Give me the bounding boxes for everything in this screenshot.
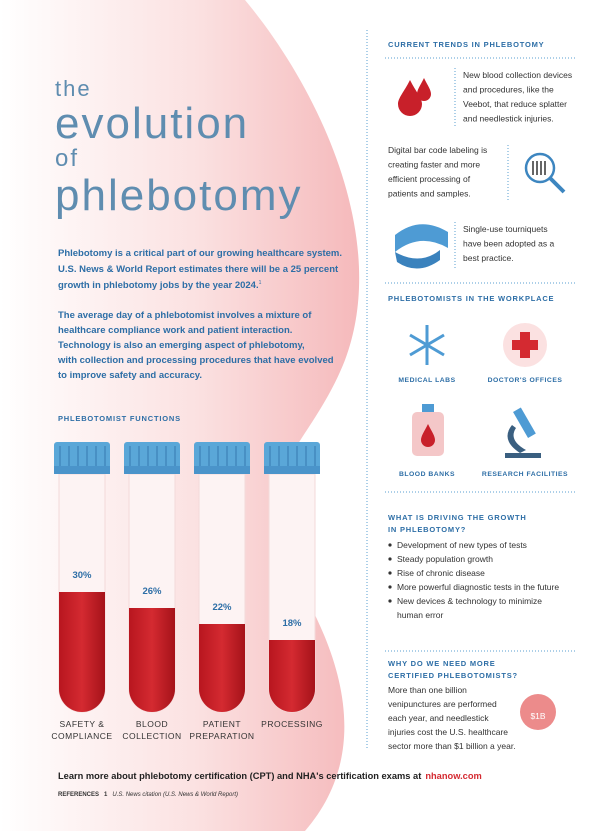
trend-text: Digital bar code labeling is	[388, 145, 487, 155]
intro-text: growth in phlebotomy jobs by the year 20…	[58, 280, 262, 291]
trend-text: and procedures, like the	[463, 85, 554, 95]
microscope-icon	[505, 407, 541, 458]
intro-text: with collection and processing procedure…	[57, 355, 334, 366]
tube-fill	[129, 608, 175, 712]
footer-cta: Learn more about phlebotomy certificatio…	[58, 771, 482, 781]
cross-icon	[503, 323, 547, 367]
trend-text: Single-use tourniquets	[463, 224, 548, 234]
tube-label: COMPLIANCE	[51, 731, 112, 741]
bullet-text: Development of new types of tests	[397, 540, 527, 550]
references: REFERENCES 1 U.S. News citation (U.S. News…	[58, 792, 238, 798]
tube-rim	[194, 466, 250, 474]
bullet-text: New devices & technology to minimize	[397, 596, 542, 606]
section-heading: IN PHLEBOTOMY?	[388, 525, 466, 534]
title-line: evolution	[55, 99, 249, 148]
intro-text: The average day of a phlebotomist involv…	[58, 310, 312, 321]
section-heading: WHAT IS DRIVING THE GROWTH	[388, 513, 527, 522]
reference-number: 1	[104, 792, 108, 798]
tube-fill	[199, 624, 245, 712]
title-line: the	[55, 76, 92, 101]
title-line: phlebotomy	[55, 171, 302, 220]
blood-drops-icon	[398, 78, 431, 116]
barcode-icon	[524, 152, 566, 194]
tube-rim	[54, 466, 110, 474]
trend-text: patients and samples.	[388, 189, 471, 199]
money-icon	[520, 694, 556, 730]
workplace-label: MEDICAL LABS	[398, 377, 455, 384]
blood-bag-icon	[412, 404, 444, 456]
tube-label: BLOOD	[136, 719, 168, 729]
section-heading: CERTIFIED PHLEBOTOMISTS?	[388, 671, 518, 680]
workplace-label: RESEARCH FACILITIES	[482, 471, 568, 478]
tube-rim	[124, 466, 180, 474]
value-label: 30%	[72, 570, 92, 581]
bullet-text: Rise of chronic disease	[397, 568, 485, 578]
need-text: each year, and needlestick	[388, 713, 489, 723]
intro-text: healthcare compliance work and patient i…	[58, 325, 292, 336]
bullet	[388, 557, 392, 561]
section-heading: PHLEBOTOMIST FUNCTIONS	[58, 414, 181, 423]
bullet	[388, 543, 392, 547]
tube-label: SAFETY &	[60, 719, 105, 729]
trend-text: efficient processing of	[388, 174, 471, 184]
need-text: venipunctures are performed	[388, 699, 497, 709]
intro-text: Technology is also an emerging aspect of…	[58, 340, 305, 351]
value-label: 22%	[212, 602, 232, 613]
bullet	[388, 571, 392, 575]
section-heading: CURRENT TRENDS IN PHLEBOTOMY	[388, 40, 544, 49]
tube-label: PROCESSING	[261, 719, 323, 729]
intro-text: U.S. News & World Report estimates there…	[58, 264, 339, 275]
need-text: sector more than $1 billion a year.	[388, 741, 516, 751]
tube-fill	[269, 640, 315, 712]
references-label: REFERENCES	[58, 792, 99, 798]
need-text: More than one billion	[388, 685, 467, 695]
value-label: 18%	[282, 618, 302, 629]
trend-text: have been adopted as a	[463, 239, 554, 249]
trend-text: creating faster and more	[388, 160, 480, 170]
intro-text-span: growth in phlebotomy jobs by the year 20…	[58, 280, 259, 291]
icon-text: $1B	[530, 711, 545, 721]
bullet	[388, 585, 392, 589]
bullet	[388, 599, 392, 603]
section-heading: WHY DO WE NEED MORE	[388, 659, 496, 668]
cta-link: nhanow.com	[425, 771, 481, 781]
trend-text: best practice.	[463, 253, 514, 263]
tube-label: PREPARATION	[189, 731, 254, 741]
cta-text: Learn more about phlebotomy certificatio…	[58, 771, 421, 781]
workplace-label: DOCTOR'S OFFICES	[488, 377, 563, 384]
tube-label: PATIENT	[203, 719, 241, 729]
bullet-text: More powerful diagnostic tests in the fu…	[397, 582, 559, 592]
need-text: injuries cost the U.S. healthcare	[388, 727, 508, 737]
reference-text: U.S. News citation (U.S. News & World Re…	[112, 792, 238, 798]
tube-fill	[59, 592, 105, 712]
workplace-label: BLOOD BANKS	[399, 471, 455, 478]
bullet-text: Steady population growth	[397, 554, 493, 564]
tourniquet-icon	[395, 224, 448, 269]
section-heading: PHLEBOTOMISTS IN THE WORKPLACE	[388, 294, 554, 303]
footnote-ref: 1	[259, 280, 262, 286]
asterisk-icon	[409, 325, 445, 365]
trend-text: Veebot, that reduce splatter	[463, 99, 567, 109]
value-label: 26%	[142, 586, 162, 597]
trend-text: and needlestick injuries.	[463, 114, 554, 124]
title-line: of	[55, 145, 79, 172]
trend-text: New blood collection devices	[463, 70, 572, 80]
bullet-text: human error	[397, 610, 443, 620]
tube-label: COLLECTION	[122, 731, 181, 741]
intro-text: Phlebotomy is a critical part of our gro…	[58, 248, 342, 259]
intro-text: to improve safety and accuracy.	[58, 370, 202, 381]
tube-rim	[264, 466, 320, 474]
